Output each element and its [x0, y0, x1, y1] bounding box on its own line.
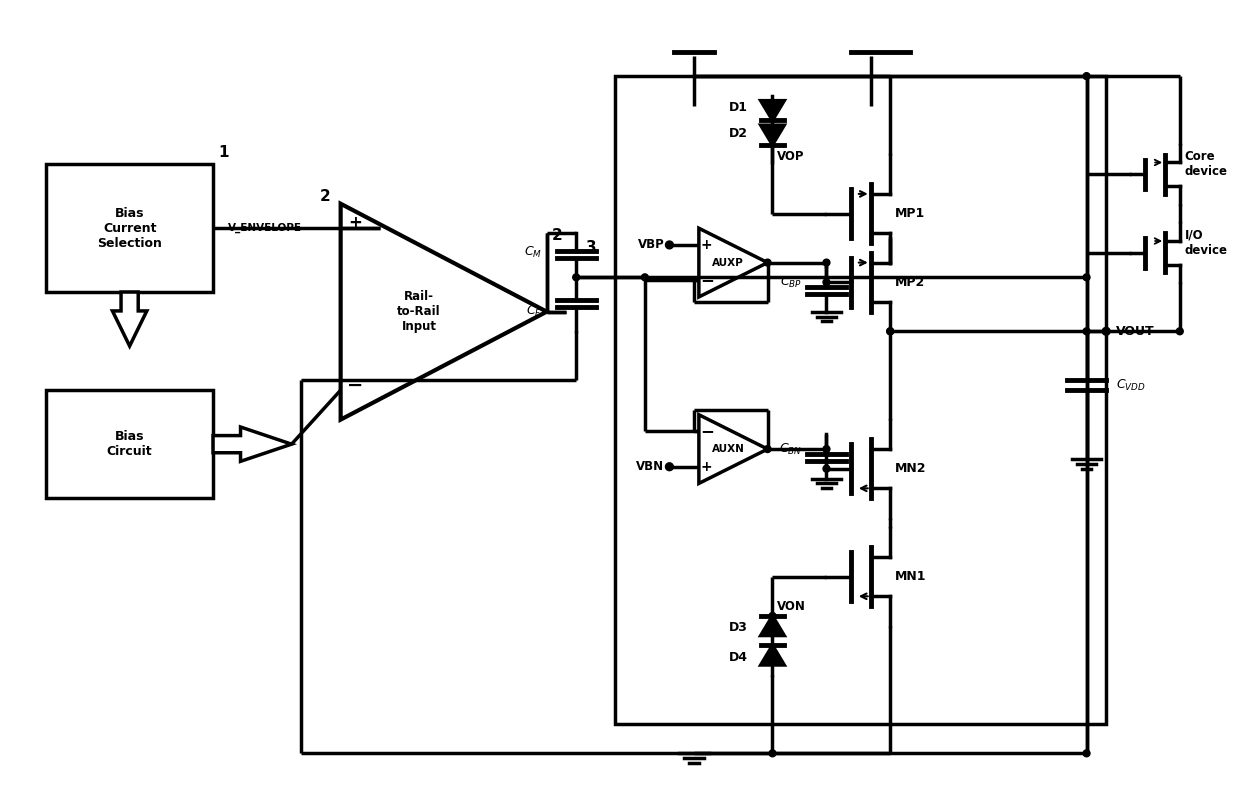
Text: 3: 3: [587, 240, 596, 255]
Text: Bias
Current
Selection: Bias Current Selection: [97, 206, 162, 250]
Text: VON: VON: [777, 600, 806, 613]
Text: $C_{BP}$: $C_{BP}$: [780, 274, 802, 290]
Text: MP1: MP1: [895, 207, 925, 220]
Text: 2: 2: [320, 189, 331, 204]
Text: VBP: VBP: [637, 238, 665, 251]
Text: AUXN: AUXN: [712, 444, 745, 454]
Text: +: +: [348, 214, 362, 232]
Circle shape: [1083, 750, 1090, 757]
Text: VBN: VBN: [636, 460, 665, 474]
Polygon shape: [213, 427, 291, 462]
Text: 2: 2: [552, 228, 563, 243]
Text: VOUT: VOUT: [1116, 325, 1154, 338]
Circle shape: [666, 241, 673, 249]
Polygon shape: [113, 292, 146, 346]
Text: +: +: [701, 460, 713, 474]
Polygon shape: [760, 646, 784, 665]
Bar: [46, 390, 213, 498]
Polygon shape: [760, 125, 784, 145]
Circle shape: [769, 750, 776, 757]
Bar: [615, 76, 1106, 724]
Circle shape: [764, 446, 771, 453]
Text: −: −: [347, 376, 363, 394]
Text: D4: D4: [729, 650, 748, 664]
Bar: [46, 165, 213, 292]
Text: $C_{VDD}$: $C_{VDD}$: [1116, 378, 1146, 393]
Circle shape: [1083, 73, 1090, 79]
Text: I/O
device: I/O device: [1184, 229, 1228, 257]
Circle shape: [823, 466, 830, 472]
Text: V_ENVELOPE: V_ENVELOPE: [228, 223, 301, 234]
Circle shape: [1083, 274, 1090, 281]
Circle shape: [823, 259, 830, 266]
Text: −: −: [699, 271, 714, 290]
Text: MN1: MN1: [895, 570, 926, 583]
Circle shape: [887, 328, 894, 334]
Circle shape: [769, 613, 776, 619]
Text: −: −: [699, 422, 714, 441]
Text: Bias
Circuit: Bias Circuit: [107, 430, 153, 458]
Circle shape: [764, 259, 771, 266]
Text: VOP: VOP: [777, 150, 805, 162]
Text: Core
device: Core device: [1184, 150, 1228, 178]
Text: AUXP: AUXP: [713, 258, 744, 267]
Text: $C_F$: $C_F$: [526, 304, 542, 319]
Circle shape: [823, 446, 830, 453]
Text: D3: D3: [729, 621, 748, 634]
Text: $C_M$: $C_M$: [523, 246, 542, 260]
Text: Rail-
to-Rail
Input: Rail- to-Rail Input: [397, 290, 441, 333]
Text: MP2: MP2: [895, 276, 925, 289]
Text: D1: D1: [729, 101, 748, 114]
Text: $C_{BN}$: $C_{BN}$: [779, 442, 802, 457]
Polygon shape: [760, 616, 784, 635]
Text: MN2: MN2: [895, 462, 926, 475]
Circle shape: [823, 278, 830, 286]
Text: +: +: [701, 238, 713, 252]
Text: 1: 1: [218, 145, 228, 159]
Circle shape: [1102, 327, 1110, 335]
Circle shape: [1177, 328, 1183, 334]
Text: D2: D2: [729, 126, 748, 139]
Circle shape: [573, 274, 579, 281]
Circle shape: [887, 328, 894, 334]
Circle shape: [641, 274, 649, 281]
Polygon shape: [760, 101, 784, 120]
Circle shape: [1083, 328, 1090, 334]
Circle shape: [666, 463, 673, 470]
